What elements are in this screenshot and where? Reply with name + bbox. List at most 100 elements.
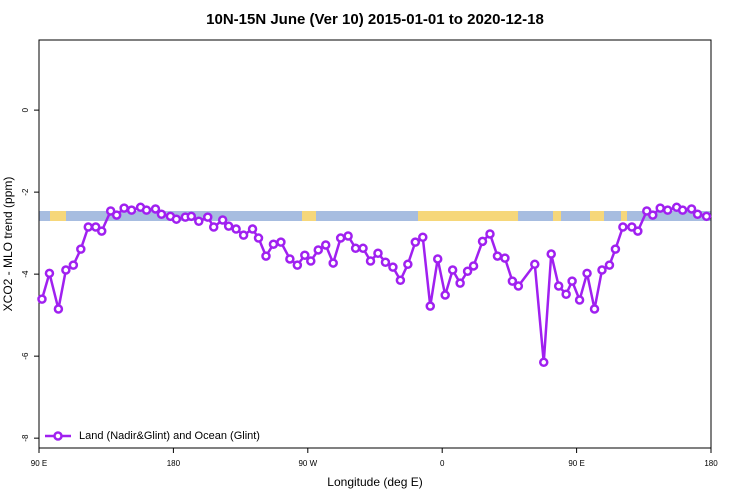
point	[589, 304, 600, 314]
point	[292, 260, 303, 270]
x-tick-label: 180	[704, 459, 718, 468]
y-axis-label: XCO2 - MLO trend (ppm)	[1, 177, 15, 312]
point	[530, 259, 540, 270]
point	[223, 221, 234, 231]
point	[111, 210, 122, 220]
point	[403, 259, 413, 270]
point	[500, 253, 510, 263]
plot-frame	[38, 39, 712, 449]
point	[692, 209, 703, 220]
point	[418, 232, 428, 242]
point	[618, 222, 628, 232]
point	[320, 240, 331, 250]
point	[358, 243, 368, 254]
point	[141, 205, 152, 215]
point	[306, 256, 316, 266]
chart-title: 10N-15N June (Ver 10) 2015-01-01 to 2020…	[206, 11, 544, 28]
point	[677, 205, 688, 215]
point	[380, 257, 391, 267]
point	[388, 262, 398, 272]
point	[462, 266, 473, 277]
point	[582, 268, 592, 279]
point	[90, 222, 101, 232]
point	[440, 290, 450, 300]
point	[604, 260, 615, 270]
y-tick-label: -4	[21, 270, 30, 278]
point	[597, 265, 607, 275]
point	[285, 254, 295, 264]
point	[561, 289, 571, 299]
point	[313, 245, 324, 255]
point	[253, 233, 264, 243]
map-strip	[39, 211, 711, 221]
point	[202, 212, 213, 222]
point	[105, 206, 116, 216]
point	[343, 231, 353, 241]
point	[231, 224, 241, 234]
x-tick-label: 180	[167, 459, 181, 468]
point	[410, 237, 421, 247]
point	[662, 205, 673, 215]
point	[373, 248, 383, 258]
point	[365, 256, 376, 266]
point	[261, 251, 271, 261]
point	[701, 211, 712, 222]
point	[53, 304, 64, 314]
point	[485, 229, 495, 239]
point	[546, 249, 556, 259]
point	[328, 258, 338, 268]
legend-label: Land (Nadir&Glint) and Ocean (Glint)	[79, 430, 260, 442]
point	[447, 265, 458, 275]
x-tick-label: 90 E	[568, 459, 584, 468]
point	[455, 278, 465, 288]
point	[208, 222, 219, 232]
x-tick-label: 90 E	[31, 459, 47, 468]
point	[642, 206, 652, 216]
point	[468, 261, 479, 271]
point	[96, 226, 107, 236]
point	[513, 281, 524, 291]
point	[44, 268, 55, 279]
x-axis-label: Longitude (deg E)	[327, 475, 422, 489]
point	[655, 203, 665, 213]
point	[61, 265, 71, 275]
point	[477, 236, 488, 247]
point	[76, 244, 86, 254]
point	[119, 203, 129, 213]
series-line	[40, 205, 707, 363]
point	[492, 251, 503, 261]
point	[567, 276, 577, 286]
point	[610, 244, 621, 254]
point	[395, 275, 406, 286]
point	[150, 204, 161, 214]
point	[68, 260, 79, 270]
point	[574, 295, 585, 305]
point	[156, 209, 167, 220]
point	[126, 205, 137, 215]
y-tick-label: -8	[21, 434, 30, 442]
point	[335, 233, 346, 243]
point	[217, 215, 228, 225]
point	[300, 250, 310, 261]
point	[538, 357, 549, 368]
point	[425, 301, 436, 311]
y-tick-label: -2	[21, 188, 30, 196]
point	[194, 216, 204, 226]
point	[238, 230, 249, 240]
point	[686, 204, 697, 214]
point	[247, 224, 258, 234]
point	[276, 237, 286, 247]
point	[633, 226, 643, 236]
point	[553, 281, 564, 291]
point	[627, 222, 637, 232]
point	[648, 210, 658, 220]
x-tick-label: 0	[440, 459, 445, 468]
point	[507, 276, 518, 286]
point	[171, 214, 182, 224]
point	[186, 211, 197, 222]
point	[37, 294, 47, 304]
legend-marker	[53, 431, 63, 441]
point	[350, 243, 361, 254]
point	[83, 222, 94, 232]
